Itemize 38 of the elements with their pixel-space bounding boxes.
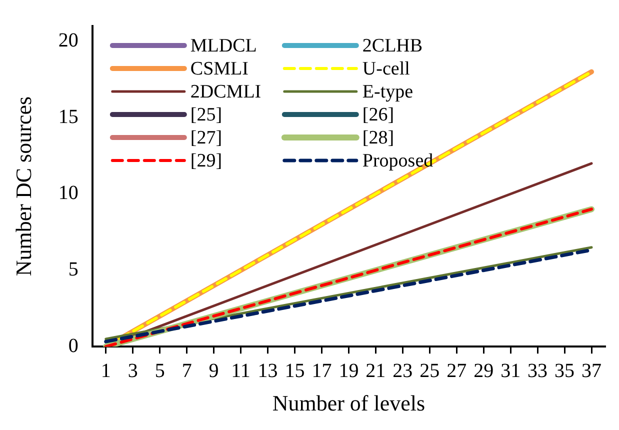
legend-label: E-type <box>362 81 414 102</box>
legend-label: Proposed <box>362 150 434 172</box>
legend-label: [28] <box>362 127 394 148</box>
y-tick-label: 15 <box>58 106 78 128</box>
legend-label: [25] <box>190 104 222 126</box>
y-axis-title: Number DC sources <box>10 96 36 276</box>
legend-label: 2CLHB <box>362 35 423 56</box>
x-tick-label: 15 <box>284 360 305 382</box>
x-tick-label: 3 <box>128 360 138 382</box>
y-tick-label: 20 <box>58 30 78 52</box>
x-axis-title: Number of levels <box>272 390 426 416</box>
x-tick-label: 7 <box>182 360 192 382</box>
x-tick-label: 29 <box>474 360 494 382</box>
x-tick-label: 19 <box>338 360 359 382</box>
x-tick-label: 31 <box>500 360 521 382</box>
x-tick-label: 9 <box>208 360 219 382</box>
legend-label: [29] <box>190 150 222 172</box>
x-tick-label: 21 <box>366 360 386 382</box>
x-tick-label: 35 <box>554 360 575 382</box>
x-tick-label: 13 <box>258 360 278 382</box>
x-tick-label: 33 <box>528 360 548 382</box>
x-tick-label: 5 <box>154 360 165 382</box>
legend-label: [26] <box>362 104 394 126</box>
x-tick-label: 17 <box>312 360 332 382</box>
y-tick-label: 10 <box>58 182 78 204</box>
legend-label: MLDCL <box>190 35 257 56</box>
x-tick-label: 1 <box>100 360 111 382</box>
x-tick-label: 23 <box>392 360 413 382</box>
x-tick-label: 27 <box>446 360 467 382</box>
legend-label: 2DCMLI <box>190 81 262 102</box>
legend-label: CSMLI <box>190 58 248 80</box>
legend-label: U-cell <box>362 58 410 80</box>
y-tick-label: 0 <box>68 334 78 357</box>
x-tick-label: 11 <box>231 360 250 382</box>
x-tick-label: 37 <box>582 360 602 382</box>
x-tick-label: 25 <box>420 360 440 382</box>
legend-label: [27] <box>190 127 222 148</box>
y-tick-label: 5 <box>68 258 78 281</box>
